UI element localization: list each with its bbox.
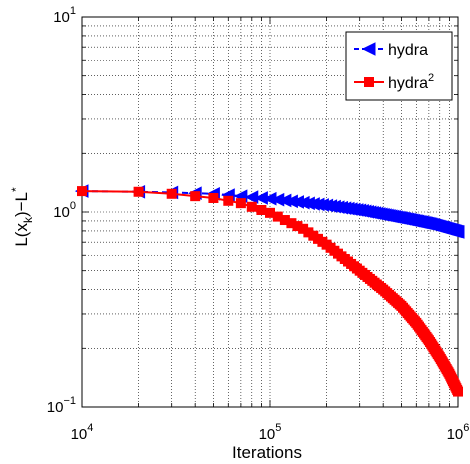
- series-layer: [74, 184, 465, 397]
- y-axis-label: L(xk)−L*: [9, 187, 35, 247]
- x-axis-label: Iterations: [232, 443, 302, 462]
- data-point: [190, 191, 201, 202]
- y-tick-label: 10−1: [47, 395, 76, 416]
- data-point: [77, 186, 87, 197]
- data-point: [235, 198, 246, 209]
- tick-labels: 104 105 106 10−1 100 101: [47, 5, 470, 443]
- legend-box: [345, 31, 453, 101]
- data-point: [166, 188, 177, 199]
- legend-marker: [361, 42, 376, 56]
- x-tick-label: 106: [447, 422, 470, 443]
- series-hydra2: [77, 186, 463, 397]
- data-point: [450, 225, 465, 239]
- legend-marker: [364, 77, 374, 87]
- y-tick-label: 101: [53, 5, 76, 26]
- data-point: [208, 192, 219, 203]
- data-point: [133, 186, 144, 197]
- x-tick-label: 104: [71, 422, 94, 443]
- data-point: [223, 195, 234, 206]
- x-tick-label: 105: [259, 422, 282, 443]
- data-point: [246, 201, 257, 212]
- legend-label: hydra2: [388, 72, 434, 92]
- data-point: [453, 386, 463, 397]
- series-hydra: [74, 184, 465, 239]
- y-tick-label: 100: [53, 200, 76, 221]
- data-point: [256, 204, 267, 215]
- legend-label: hydra: [388, 42, 428, 59]
- legend: hydra hydra2: [345, 31, 453, 101]
- axis-ticks: [81, 16, 459, 408]
